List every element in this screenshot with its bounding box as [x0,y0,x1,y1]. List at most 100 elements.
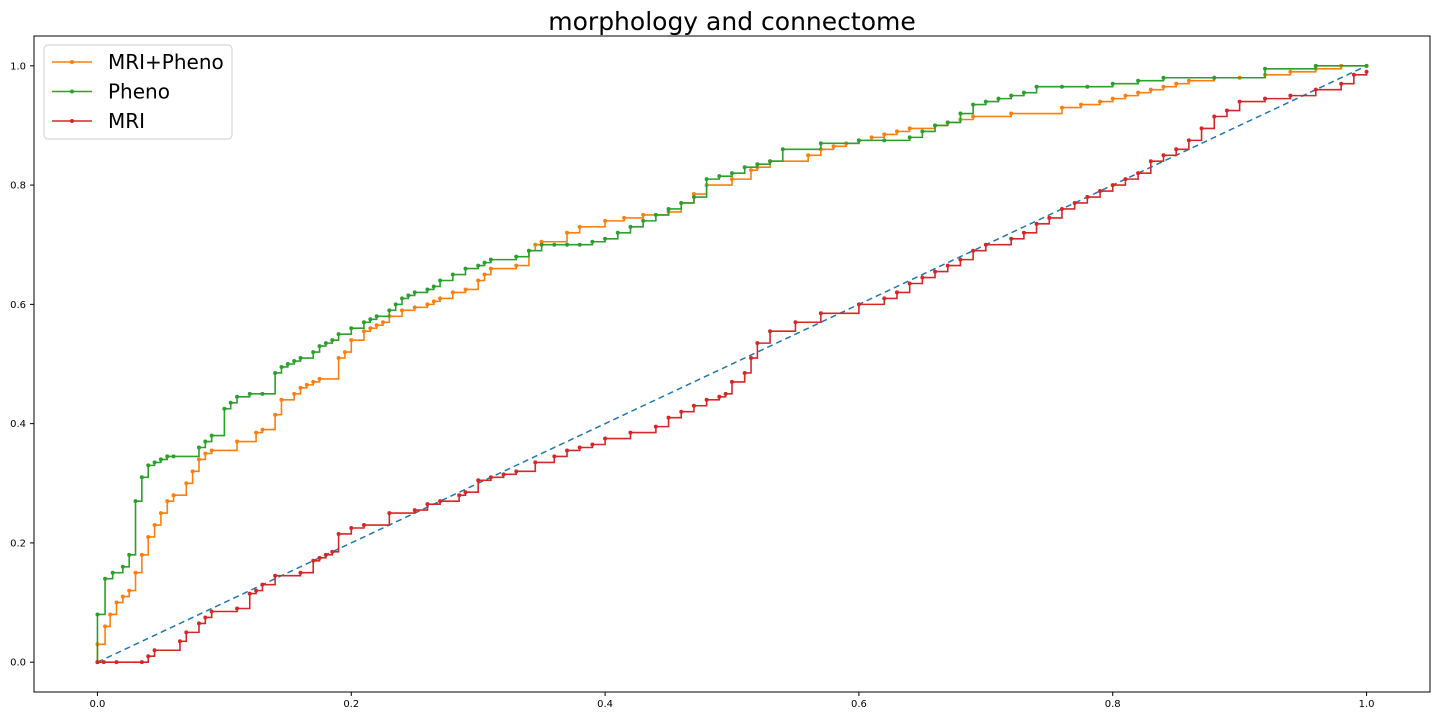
data-point [1161,84,1166,89]
data-point [139,552,144,557]
data-point [1110,183,1115,188]
data-point [882,132,887,137]
data-point [374,323,379,328]
data-point [323,552,328,557]
data-point [1288,69,1293,74]
data-point [971,102,976,107]
data-point [704,177,709,182]
data-point [127,588,132,593]
data-point [425,502,430,507]
data-point [412,290,417,295]
data-point [539,242,544,247]
data-point [768,329,773,334]
data-point [203,615,208,620]
data-point [768,159,773,164]
data-point [139,660,144,665]
data-point [450,290,455,295]
data-point [1123,93,1128,98]
data-point [539,239,544,244]
y-tick-label: 1.0 [10,61,26,72]
data-point [730,171,734,176]
data-point [514,263,519,268]
data-point [1161,153,1166,158]
data-point [679,200,684,205]
data-point [1288,93,1293,98]
data-point [196,457,201,462]
data-point [1059,105,1064,110]
series-line-mri [97,71,1368,663]
data-point [1148,159,1153,164]
data-point [1085,195,1090,200]
data-point [691,403,696,408]
data-point [273,370,278,375]
x-tick-label: 0.2 [343,699,359,710]
data-point [641,218,646,223]
data-point [590,239,595,244]
data-point [1136,171,1141,176]
data-point [577,242,582,247]
data-point [482,260,487,265]
data-point [1351,72,1356,77]
data-point [1364,63,1369,68]
legend-swatch-marker [70,89,74,94]
legend-label: MRI+Pheno [108,50,224,74]
data-point [1098,189,1103,194]
data-point [933,123,938,128]
data-point [361,329,366,334]
data-point [1136,90,1141,95]
data-point [184,481,189,486]
data-point [666,415,671,420]
x-tick-label: 1.0 [1359,699,1375,710]
data-point [920,275,925,280]
data-point [882,138,887,143]
data-point [177,639,182,644]
data-point [311,558,316,563]
data-point [1186,138,1191,143]
data-point [831,144,836,149]
data-point [203,439,208,444]
data-point [1224,108,1229,113]
data-point [514,469,519,474]
data-point [273,412,278,417]
data-point [330,338,335,343]
data-point [1034,84,1039,89]
data-point [1009,93,1014,98]
data-point [273,573,278,578]
data-point [691,195,696,200]
data-point [780,147,785,152]
data-point [292,391,297,396]
data-point [298,385,303,390]
data-point [476,278,481,283]
legend-label: MRI [108,109,145,133]
data-point [400,296,405,301]
data-point [228,400,233,405]
data-point [1059,206,1064,211]
legend-swatch-marker [70,119,74,123]
data-point [209,448,214,453]
data-point [323,341,328,346]
data-point [400,308,405,313]
x-tick-label: 0.6 [851,699,867,710]
data-point [482,272,487,277]
data-point [717,394,722,399]
data-point [336,332,341,337]
data-point [292,359,297,364]
data-point [425,287,430,292]
data-point [983,99,988,104]
data-point [603,218,608,223]
data-point [1009,236,1014,241]
data-point [742,370,747,375]
data-point [165,454,170,459]
data-point [653,424,658,429]
data-point [565,242,570,247]
data-point [342,350,347,355]
x-tick-label: 0.8 [1105,699,1121,710]
data-point [260,391,265,396]
data-point [1313,87,1318,92]
data-point [361,523,366,528]
data-point [577,224,582,229]
data-point [203,451,208,456]
data-point [755,162,760,167]
data-point [260,582,265,587]
